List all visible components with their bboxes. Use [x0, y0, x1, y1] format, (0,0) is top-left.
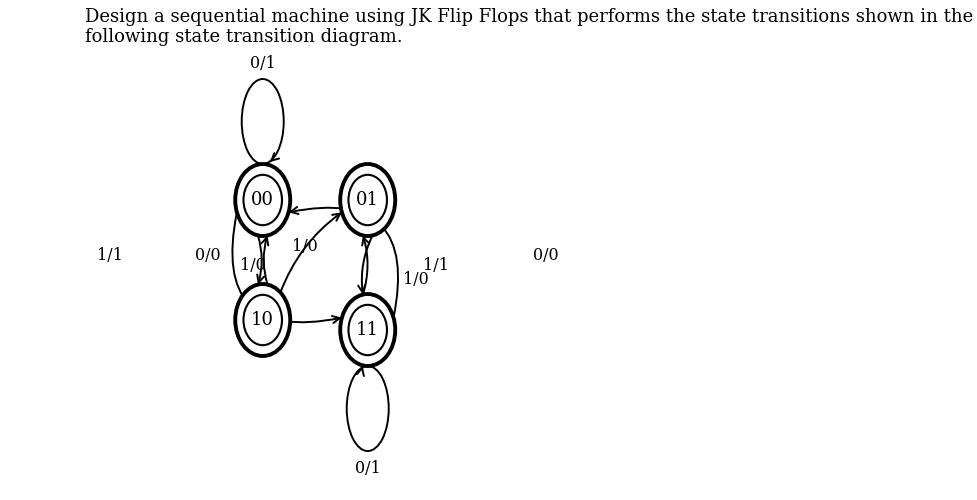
FancyArrowPatch shape: [257, 236, 264, 282]
Text: 1/0: 1/0: [403, 272, 428, 288]
Text: 0/0: 0/0: [532, 246, 558, 264]
Text: 1/1: 1/1: [422, 256, 448, 274]
Text: 1/0: 1/0: [292, 238, 318, 255]
Text: 11: 11: [356, 321, 379, 339]
FancyArrowPatch shape: [280, 214, 340, 292]
FancyArrowPatch shape: [358, 236, 372, 292]
FancyArrowPatch shape: [233, 212, 339, 323]
Ellipse shape: [340, 164, 395, 236]
Text: Design a sequential machine using JK Flip Flops that performs the state transiti: Design a sequential machine using JK Fli…: [85, 8, 972, 26]
Ellipse shape: [340, 294, 395, 366]
Text: 1/0: 1/0: [240, 256, 266, 274]
Ellipse shape: [235, 284, 290, 356]
Text: 0/1: 0/1: [249, 54, 276, 72]
FancyArrowPatch shape: [361, 238, 368, 294]
Text: 0/1: 0/1: [355, 460, 380, 477]
Ellipse shape: [235, 164, 290, 236]
Text: 00: 00: [251, 191, 274, 209]
FancyArrowPatch shape: [290, 207, 398, 318]
FancyArrowPatch shape: [261, 238, 268, 284]
Text: 01: 01: [356, 191, 379, 209]
Text: 1/1: 1/1: [97, 246, 122, 264]
Text: 10: 10: [251, 311, 274, 329]
Text: 0/0: 0/0: [194, 246, 220, 264]
Text: following state transition diagram.: following state transition diagram.: [85, 28, 403, 46]
